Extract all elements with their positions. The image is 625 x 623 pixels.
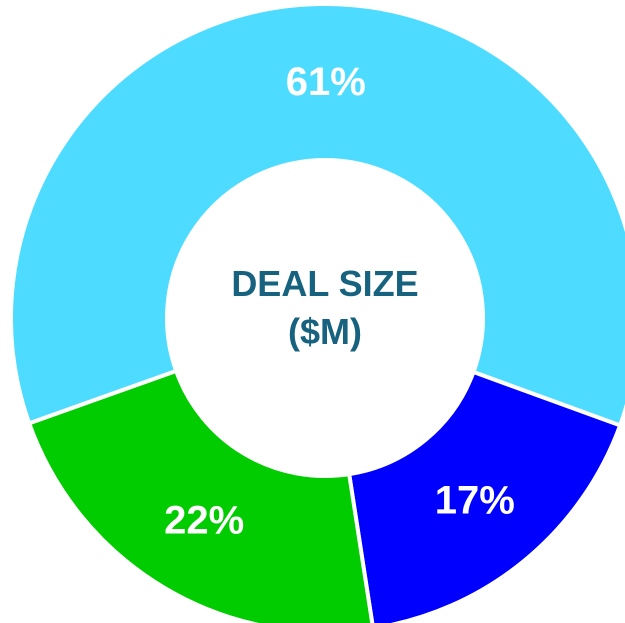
donut-segment <box>346 369 623 623</box>
donut-segment <box>26 368 375 623</box>
value-label: 61% <box>286 60 366 104</box>
chart-title: DEAL SIZE ($M) <box>231 263 419 352</box>
value-label: 22% <box>164 499 244 543</box>
value-label: 17% <box>435 478 515 522</box>
donut-segment <box>9 2 625 428</box>
